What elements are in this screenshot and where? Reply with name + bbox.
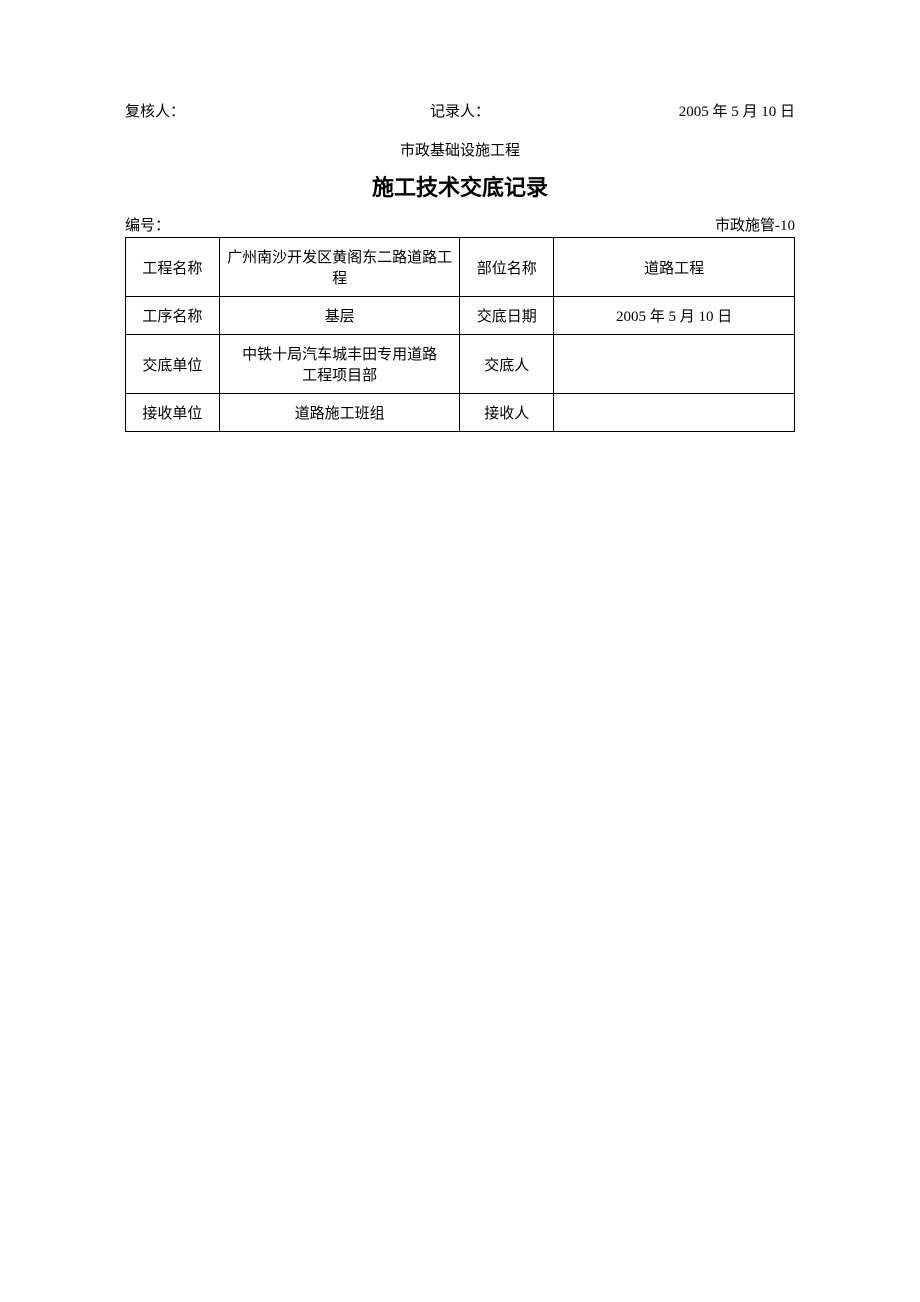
cell-label: 接收单位: [126, 394, 220, 432]
document-title: 施工技术交底记录: [125, 170, 795, 202]
doc-code: 市政施管-10: [715, 214, 795, 235]
cell-label: 交底人: [460, 335, 554, 394]
cell-label: 交底单位: [126, 335, 220, 394]
cell-value: 道路施工班组: [219, 394, 460, 432]
reviewer-label: 复核人：: [125, 100, 348, 121]
record-table: 工程名称 广州南沙开发区黄阁东二路道路工程 部位名称 道路工程 工序名称 基层 …: [125, 237, 795, 432]
cell-label: 工序名称: [126, 297, 220, 335]
table-row: 接收单位 道路施工班组 接收人: [126, 394, 795, 432]
top-date: 2005 年 5 月 10 日: [572, 100, 795, 121]
cell-value: 广州南沙开发区黄阁东二路道路工程: [219, 238, 460, 297]
serial-label: 编号：: [125, 214, 170, 235]
cell-value: 中铁十局汽车城丰田专用道路工程项目部: [219, 335, 460, 394]
document-subtitle: 市政基础设施工程: [125, 139, 795, 160]
table-row: 工序名称 基层 交底日期 2005 年 5 月 10 日: [126, 297, 795, 335]
table-row: 工程名称 广州南沙开发区黄阁东二路道路工程 部位名称 道路工程: [126, 238, 795, 297]
cell-value: [554, 335, 795, 394]
cell-label: 交底日期: [460, 297, 554, 335]
top-signature-row: 复核人： 记录人： 2005 年 5 月 10 日: [125, 100, 795, 121]
cell-value: 道路工程: [554, 238, 795, 297]
cell-label: 工程名称: [126, 238, 220, 297]
cell-label: 接收人: [460, 394, 554, 432]
meta-row: 编号： 市政施管-10: [125, 214, 795, 235]
cell-value: 基层: [219, 297, 460, 335]
table-row: 交底单位 中铁十局汽车城丰田专用道路工程项目部 交底人: [126, 335, 795, 394]
recorder-label: 记录人：: [348, 100, 571, 121]
cell-label: 部位名称: [460, 238, 554, 297]
cell-value: [554, 394, 795, 432]
cell-value: 2005 年 5 月 10 日: [554, 297, 795, 335]
